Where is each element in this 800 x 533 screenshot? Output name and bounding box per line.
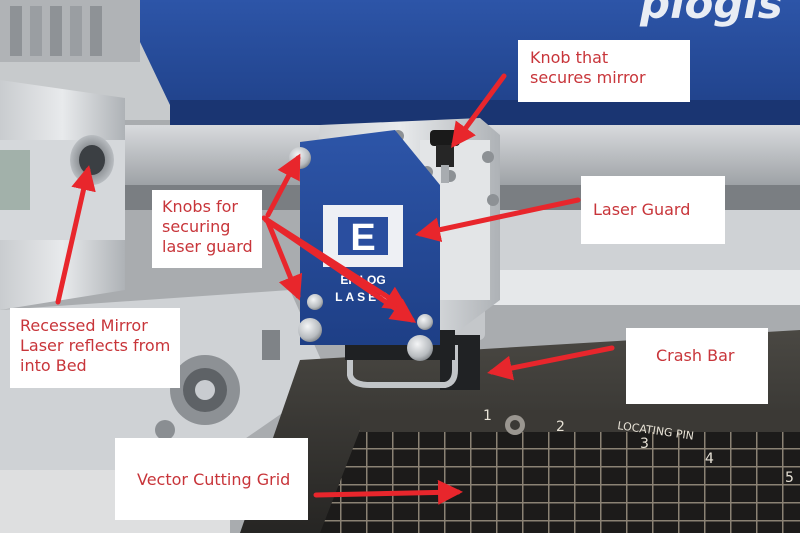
- label-crash-bar: Crash Bar: [626, 328, 768, 404]
- grid-number: 4: [705, 451, 714, 467]
- brand-banner-text: plogis: [639, 0, 783, 28]
- logo-letter: E: [350, 217, 375, 259]
- logo-wordmark-bottom: LASER: [335, 290, 391, 304]
- label-line: Recessed Mirror: [20, 316, 148, 335]
- guard-knob: [298, 318, 322, 342]
- label-knob-mirror: Knob that secures mirror: [518, 40, 690, 102]
- label-knobs-guard: Knobs for securing laser guard: [152, 190, 262, 268]
- label-line: Crash Bar: [656, 346, 735, 365]
- label-line: Knobs for: [162, 197, 238, 216]
- guard-knob: [289, 147, 311, 169]
- laser-guard: E EPILOG LASER: [300, 130, 440, 345]
- label-line: laser guard: [162, 237, 253, 256]
- label-line: Knob that: [530, 48, 609, 67]
- grid-number: 5: [785, 470, 794, 486]
- grid-number: 3: [640, 436, 649, 452]
- label-line: Laser Guard: [593, 200, 691, 219]
- logo-wordmark-top: EPILOG: [340, 273, 385, 287]
- guard-screw: [307, 294, 323, 310]
- label-line: secures mirror: [530, 68, 646, 87]
- label-line: Laser reflects from: [20, 336, 171, 355]
- grid-number: 2: [556, 419, 565, 435]
- label-line: into Bed: [20, 356, 87, 375]
- label-line: Vector Cutting Grid: [137, 470, 291, 489]
- guard-screw: [417, 314, 433, 330]
- mirror-housing: [0, 80, 125, 310]
- guard-knob: [407, 335, 433, 361]
- label-laser-guard: Laser Guard: [581, 176, 725, 244]
- label-recessed-mirror: Recessed Mirror Laser reflects from into…: [10, 308, 180, 388]
- belt-rollers: [0, 0, 140, 62]
- label-line: securing: [162, 217, 231, 236]
- grid-number: 1: [483, 408, 492, 424]
- label-vector-grid: Vector Cutting Grid: [115, 438, 308, 520]
